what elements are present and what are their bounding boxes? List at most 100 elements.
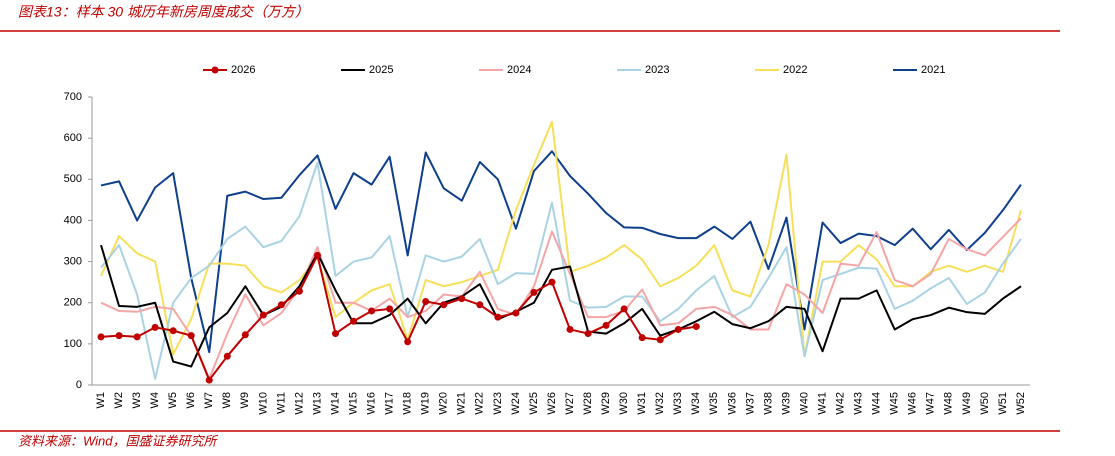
series-marker [368,307,376,315]
series-marker [295,287,303,295]
y-tick-label: 200 [64,297,82,309]
x-tick-label: W24 [510,392,522,415]
y-tick-label: 500 [64,173,82,185]
series-marker [151,323,159,331]
x-tick-label: W44 [871,392,883,415]
series-marker [476,301,484,309]
legend-label: 2023 [645,64,669,76]
x-tick-label: W14 [329,392,341,415]
x-tick-label: W33 [672,392,684,415]
series-marker [205,376,213,384]
x-tick-label: W47 [925,392,937,415]
series-marker [115,332,123,340]
series-marker [638,334,646,342]
y-tick-label: 400 [64,214,82,226]
x-tick-label: W8 [221,392,233,409]
x-tick-label: W10 [257,392,269,415]
x-tick-label: W49 [961,392,973,415]
series-marker [97,333,105,341]
series-marker [620,305,628,313]
series-marker [313,251,321,259]
x-tick-label: W46 [907,392,919,415]
series-marker [187,332,195,340]
series-line [100,244,1022,368]
series-marker [656,336,664,344]
x-tick-label: W19 [420,392,432,415]
x-tick-label: W5 [167,392,179,409]
x-tick-label: W6 [185,392,197,409]
series-line [100,254,697,382]
x-tick-label: W21 [456,392,468,415]
x-tick-label: W7 [203,392,215,409]
series-marker [404,338,412,346]
legend-label: 2025 [369,64,393,76]
series-marker [386,305,394,313]
x-tick-label: W30 [618,392,630,415]
x-tick-label: W52 [1015,392,1027,415]
y-tick-label: 600 [64,132,82,144]
series-marker [259,311,267,319]
series-marker [548,278,556,286]
series-marker [277,301,285,309]
chart-title: 图表13：样本 30 城历年新房周度成交（万方） [18,4,309,20]
x-tick-label: W32 [654,392,666,415]
series-marker [494,313,502,321]
series-line [100,217,1022,380]
source: 资料来源：Wind，国盛证券研究所 [18,433,219,448]
x-tick-label: W29 [600,392,612,415]
series-marker [223,352,231,360]
series-marker [169,327,177,335]
x-tick-label: W18 [402,392,414,415]
y-tick-label: 100 [64,338,82,350]
y-tick-label: 0 [76,379,82,391]
series-marker [674,325,682,333]
legend-label: 2021 [921,64,945,76]
series-marker [584,330,592,338]
x-tick-label: W41 [816,392,828,415]
x-tick-label: W45 [889,392,901,415]
x-tick-label: W34 [690,392,702,415]
x-tick-label: W51 [997,392,1009,415]
x-tick-label: W22 [474,392,486,415]
y-tick-label: 700 [64,91,82,103]
legend-label: 2026 [231,64,255,76]
x-tick-label: W42 [835,392,847,415]
series-marker [332,330,340,338]
series-marker [530,288,538,296]
x-tick-label: W35 [708,392,720,415]
x-tick-label: W31 [636,392,648,415]
x-tick-label: W1 [95,392,107,409]
x-tick-label: W12 [293,392,305,415]
legend-label: 2022 [783,64,807,76]
series-line [100,150,1022,354]
x-tick-label: W23 [492,392,504,415]
series-marker [692,323,700,331]
x-tick-label: W2 [113,392,125,409]
x-tick-label: W36 [726,392,738,415]
x-tick-label: W13 [311,392,323,415]
legend-label: 2024 [507,64,531,76]
series-marker [602,321,610,329]
series-marker [422,297,430,305]
x-tick-label: W27 [564,392,576,415]
series-line [100,120,1022,358]
x-tick-label: W25 [528,392,540,415]
x-tick-label: W28 [582,392,594,415]
x-tick-label: W9 [239,392,251,409]
legend-marker [211,66,219,74]
x-tick-label: W17 [384,392,396,415]
x-tick-label: W43 [853,392,865,415]
x-tick-label: W26 [546,392,558,415]
series-marker [512,309,520,317]
x-tick-label: W40 [798,392,810,415]
series-marker [458,295,466,303]
x-tick-label: W38 [762,392,774,415]
series-marker [440,301,448,309]
x-tick-label: W3 [131,392,143,409]
y-tick-label: 300 [64,255,82,267]
x-tick-label: W15 [347,392,359,415]
series-marker [350,317,358,325]
x-tick-label: W50 [979,392,991,415]
x-tick-label: W4 [149,392,161,409]
